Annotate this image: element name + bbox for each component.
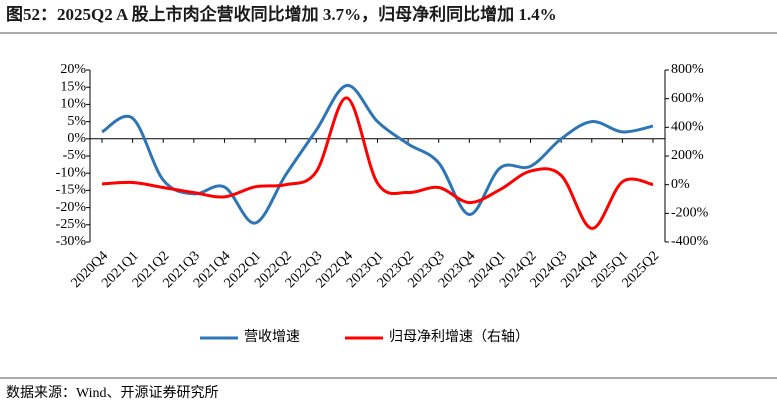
y-tick-label: 0% <box>67 131 86 146</box>
y-tick-label: -10% <box>56 165 87 180</box>
y-tick-label: -30% <box>56 234 87 249</box>
y-tick-label: -5% <box>63 148 87 163</box>
y2-tick-label: 800% <box>671 62 704 77</box>
y-tick-label: 15% <box>60 79 86 94</box>
y2-tick-label: 400% <box>671 120 704 135</box>
y-tick-label: -15% <box>56 183 87 198</box>
legend-label: 营收增速 <box>244 329 300 345</box>
legend-label: 归母净利增速（右轴） <box>389 328 529 345</box>
y2-tick-label: -200% <box>671 206 709 221</box>
y2-tick-label: 600% <box>671 91 704 106</box>
y-tick-label: 20% <box>60 62 86 77</box>
y2-tick-label: 0% <box>671 177 690 192</box>
chart-title: 图52：2025Q2 A 股上市肉企营收同比增加 3.7%，归母净利同比增加 1… <box>6 4 557 24</box>
y-tick-label: 5% <box>67 114 86 129</box>
series-line <box>101 83 654 225</box>
y-tick-label: -25% <box>56 217 87 232</box>
series-line <box>101 96 654 230</box>
y-tick-label: 10% <box>60 97 86 112</box>
y2-tick-label: 200% <box>671 148 704 163</box>
y-tick-label: -20% <box>56 200 87 215</box>
y2-tick-label: -400% <box>671 234 709 249</box>
source: 数据来源：Wind、开源证券研究所 <box>6 385 219 401</box>
